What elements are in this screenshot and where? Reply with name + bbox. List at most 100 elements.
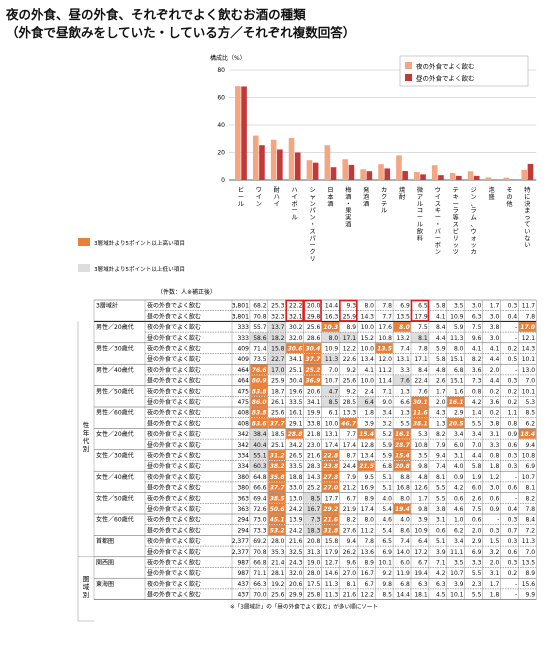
cell-value: 7.6 — [400, 378, 410, 385]
row-n-value: 408 — [237, 420, 249, 427]
cell-value: 9.8 — [382, 581, 392, 588]
segment-label: 男性／40歳代 — [96, 366, 134, 374]
cell-low — [250, 439, 268, 450]
cell-high — [250, 418, 268, 428]
cell-high — [411, 396, 429, 407]
cell-value: 17.9 — [414, 313, 428, 320]
cell-value: 3.0 — [490, 313, 500, 320]
cell-value: 10.1 — [522, 356, 536, 363]
cell-value: 6.8 — [454, 367, 464, 374]
cell-value: 10.1 — [379, 560, 393, 567]
x-tick-label: ハイボール — [292, 187, 298, 222]
cell-value: 16.1 — [395, 431, 410, 438]
row-type-label: 夜の外食でよく飲む — [147, 323, 201, 331]
cell-value: 3.3 — [472, 560, 482, 567]
cell-value: 36.9 — [305, 378, 320, 385]
x-tick-label: ジン、ラム、ウォッカ — [471, 187, 477, 256]
cell-value: 2.0 — [490, 560, 500, 567]
cell-value: 1.3 — [400, 388, 410, 395]
cell-value: 17.7 — [325, 495, 339, 502]
cell-value: 0.6 — [472, 517, 482, 524]
row-n-value: 3,801 — [232, 313, 249, 320]
cell-high — [268, 418, 286, 428]
cell-value: 0.2 — [508, 346, 518, 353]
cell-value: 7.4 — [400, 346, 410, 353]
cell-value: 10.9 — [325, 346, 339, 353]
cell-value: 3.8 — [490, 324, 500, 331]
cell-value: 8.9 — [364, 560, 374, 567]
row-type-label: 昼の外食でよく飲む — [147, 355, 201, 363]
chart-title: 夜の外食、昼の外食、それぞれでよく飲むお酒の種類 — [6, 7, 306, 22]
cell-high — [268, 482, 286, 493]
cell-value: 6.2 — [454, 527, 464, 534]
cell-low — [268, 332, 286, 343]
x-tick-label: 梅酒・果実酒 — [345, 186, 351, 229]
cell-value: 3.4 — [454, 538, 464, 545]
cell-value: 22.6 — [343, 356, 357, 363]
cell-value: 32.1 — [289, 313, 303, 320]
cell-value: 26.2 — [343, 549, 357, 556]
row-n-value: 464 — [237, 367, 249, 374]
cell-value: 7.0 — [526, 549, 536, 556]
cell-value: 10.7 — [450, 570, 464, 577]
cell-value: 5.9 — [382, 453, 392, 460]
cell-value: 0.2 — [508, 388, 518, 395]
cell-value: 4.2 — [436, 570, 446, 577]
cell-value: 3.2 — [490, 549, 500, 556]
cell-value: 3.0 — [472, 303, 482, 310]
cell-value: 55.7 — [253, 324, 267, 331]
x-tick-label: 日本酒 — [327, 187, 333, 208]
row-n-value: 475 — [237, 388, 249, 395]
cell-value: 30.6 — [288, 346, 303, 353]
legend-high-label: 3層域計より5ポイント以上高い項目 — [94, 239, 185, 247]
bar-day — [277, 149, 283, 180]
cell-value: 5.9 — [436, 346, 446, 353]
row-n-value: 987 — [237, 570, 249, 577]
cell-value: 28.8 — [288, 431, 303, 438]
cell-value: 1.8 — [490, 463, 500, 470]
row-type-label: 昼の外食でよく飲む — [147, 569, 201, 577]
legend-high-swatch — [78, 238, 90, 246]
cell-value: 10.9 — [450, 313, 464, 320]
cell-value: 0.3 — [508, 378, 518, 385]
x-tick-label: 泡盛 — [488, 186, 494, 201]
row-n-value: 2,377 — [232, 538, 249, 545]
cell-value: 35.3 — [271, 549, 285, 556]
row-n-value: 380 — [237, 485, 249, 492]
cell-value: 15.8 — [325, 538, 339, 545]
cell-low — [250, 460, 268, 471]
cell-value: 11.7 — [522, 303, 536, 310]
cell-value: 14.3 — [307, 474, 321, 481]
cell-value: 25.1 — [271, 442, 285, 449]
bar-night — [252, 135, 259, 180]
cell-value: 0.7 — [508, 527, 518, 534]
cell-value: 0.3 — [508, 517, 518, 524]
cell-high — [250, 407, 268, 418]
cell-value: 7.6 — [418, 388, 428, 395]
cell-value: 9.2 — [347, 388, 357, 395]
cell-low — [411, 332, 429, 343]
bar-day — [259, 145, 265, 180]
cell-value: 70.8 — [253, 549, 267, 556]
cell-value: - — [515, 474, 517, 481]
legend-low-label: 3層域計より5ポイント以上低い項目 — [94, 265, 185, 273]
cell-value: 14.3 — [522, 346, 536, 353]
cell-low — [357, 396, 375, 407]
cell-value: 6.2 — [526, 420, 536, 427]
row-type-label: 夜の外食でよく飲む — [147, 387, 201, 395]
cell-value: 14.4 — [396, 592, 410, 599]
cell-value: 26.1 — [271, 399, 285, 406]
cell-value: 28.5 — [343, 399, 357, 406]
cell-value: 29.8 — [307, 313, 321, 320]
cell-value: 7.7 — [347, 431, 357, 438]
row-type-label: 昼の外食でよく飲む — [147, 484, 201, 492]
cell-low — [250, 450, 268, 461]
cell-high — [339, 418, 357, 428]
cell-value: 30.2 — [289, 324, 303, 331]
cell-high — [393, 450, 411, 461]
row-type-label: 夜の外食でよく飲む — [147, 430, 201, 438]
cell-value: 4.0 — [400, 517, 410, 524]
cell-value: 3.6 — [490, 399, 500, 406]
cell-value: 1.2 — [490, 474, 500, 481]
